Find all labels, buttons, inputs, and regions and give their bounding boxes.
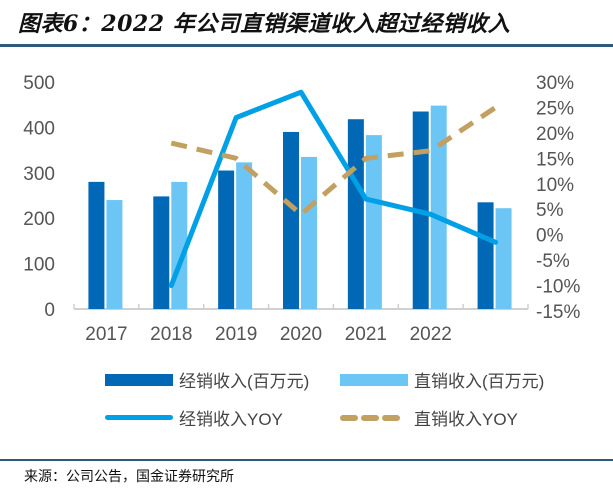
legend-item-direct-revenue: 直销收入(百万元) [340, 367, 544, 392]
x-axis-tick-label: 2017 [85, 324, 127, 345]
x-axis-tick-label: 2020 [280, 324, 322, 345]
right-axis-tick-label: -15% [536, 302, 580, 323]
legend-label: 经销收入(百万元) [179, 372, 310, 391]
right-axis-tick-label: 15% [536, 149, 574, 170]
legend-item-dist-yoy: 经销收入YOY [105, 405, 283, 430]
right-axis-tick-label: 5% [536, 200, 564, 221]
legend-label: 经销收入YOY [179, 410, 283, 429]
bar-direct-revenue [236, 162, 253, 309]
legend-swatch-dark-bar [105, 373, 173, 386]
left-axis-tick-label: 300 [23, 164, 55, 185]
bar-direct-revenue [495, 208, 512, 309]
x-axis-tick-label: 2019 [215, 324, 257, 345]
right-axis-tick-label: 0% [536, 226, 564, 247]
left-axis-tick-label: 100 [23, 255, 55, 276]
right-axis-tick-label: 20% [536, 124, 574, 145]
x-axis-tick-label: 2022 [410, 324, 452, 345]
bar-direct-revenue [301, 156, 317, 309]
left-axis-tick-label: 400 [23, 118, 55, 139]
legend-item-direct-yoy: 直销收入YOY [340, 405, 518, 430]
bar-distribution-revenue [153, 196, 170, 309]
legend-swatch-dashed-line [340, 414, 408, 421]
bar-direct-revenue [365, 135, 382, 309]
source-note: 来源：公司公告，国金证券研究所 [24, 469, 234, 485]
line-distribution-yoy [168, 89, 499, 289]
bar-distribution-revenue [347, 119, 364, 309]
bar-direct-revenue [430, 105, 447, 309]
right-axis-tick-label: 30% [536, 73, 574, 94]
bar-direct-revenue [106, 200, 123, 309]
legend-item-dist-revenue: 经销收入(百万元) [105, 367, 309, 392]
bar-distribution-revenue [477, 202, 494, 309]
left-axis-tick-label: 0 [44, 300, 55, 321]
bar-distribution-revenue [283, 131, 299, 309]
right-axis-tick-label: -5% [536, 251, 570, 272]
x-axis-tick-label: 2021 [345, 324, 387, 345]
x-axis-tick-label: 2018 [150, 324, 192, 345]
legend-swatch-light-bar [340, 373, 408, 386]
line-direct-yoy [170, 105, 497, 217]
left-axis-tick-label: 500 [23, 73, 55, 94]
chart: 0 100 200 300 400 500 -15% -10% -5% 0% 5% 10% 15% 20%… [23, 73, 580, 345]
legend-label: 直销收入YOY [414, 410, 518, 429]
right-axis-tick-label: 10% [536, 175, 574, 196]
chart-title: 图表6：2022 年公司直销渠道收入超过经销收入 [18, 11, 511, 37]
legend-swatch-solid-line [105, 415, 173, 420]
left-axis-tick-label: 200 [23, 209, 55, 230]
bar-distribution-revenue [218, 170, 235, 309]
title-divider [0, 44, 613, 47]
legend-label: 直销收入(百万元) [414, 372, 545, 391]
right-axis-tick-label: 25% [536, 98, 574, 119]
bar-distribution-revenue [88, 181, 105, 309]
source-divider [0, 459, 613, 461]
right-axis-tick-label: -10% [536, 277, 580, 298]
